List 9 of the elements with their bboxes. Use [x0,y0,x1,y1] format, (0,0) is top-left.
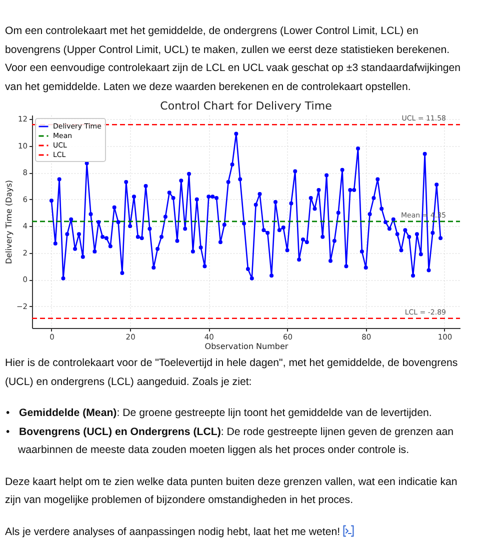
text: Deze kaart helpt om te zien welke data punten buiten deze grenzen vallen, wat een indicatie kan zijn van mogelijke problemen of bijzondere omstandigheden in het proces. [5,474,458,508]
text: Als je verdere analyses of aanpassingen nodig hebt, laat het me weten! [5,524,342,540]
x-axis-title: Observation Number [204,342,289,351]
text: • Bovengrens (UCL) en Ondergrens (LCL): De rode gestreepte lijnen geven de grenzen aan waarbinnen de meeste data zouden moeten liggen als het proces onder controle is. [5,424,455,458]
text: Hier is de controlekaart voor de "Toelevertijd in hele dagen", met het gemiddelde, de bovengrens (UCL) en ondergrens (LCL) aangeduid. Zoals je ziet: [5,356,459,390]
chart-title: Control Chart for Delivery Time [160,100,332,113]
text: • Gemiddelde (Mean): De groene gestreepte lijn toont het gemiddelde van de levertijden. [5,406,433,421]
text: Om een controlekaart met het gemiddelde, de ondergrens (Lower Control Limit, LCL) en bovengrens (Upper Control Limit, UCL) te maken, zullen we eerst deze statistieken berekenen. Voor een eenvoudige controlekaart zijn de LCL en UCL vaak geschat op ±3 standaardafwijkingen van het gemiddelde. Laten we deze waarden berekenen en de controlekaart opstellen. [5,24,462,94]
y-axis-title: Delivery Time (Days) [4,180,14,264]
